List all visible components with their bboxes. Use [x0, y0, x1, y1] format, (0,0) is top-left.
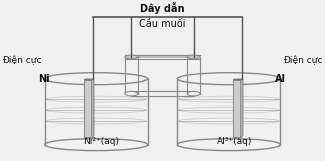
Ellipse shape: [125, 91, 138, 96]
Polygon shape: [241, 79, 243, 137]
Bar: [84, 80, 92, 137]
Polygon shape: [233, 79, 243, 80]
Text: Điện cực: Điện cực: [2, 56, 42, 65]
Bar: [233, 80, 241, 137]
Ellipse shape: [187, 91, 200, 96]
Text: Al³⁺(aq): Al³⁺(aq): [216, 137, 252, 146]
Polygon shape: [92, 79, 94, 137]
Text: Al: Al: [275, 74, 286, 84]
Ellipse shape: [187, 55, 200, 59]
Text: Dây dẫn: Dây dẫn: [140, 2, 185, 14]
Text: Cầu muối: Cầu muối: [139, 19, 186, 29]
Text: Ni²⁺(aq): Ni²⁺(aq): [84, 137, 120, 146]
Text: Ni: Ni: [38, 74, 50, 84]
Ellipse shape: [125, 55, 138, 59]
Polygon shape: [84, 79, 94, 80]
Bar: [125, 56, 200, 57]
Text: Điện cực: Điện cực: [283, 56, 323, 65]
